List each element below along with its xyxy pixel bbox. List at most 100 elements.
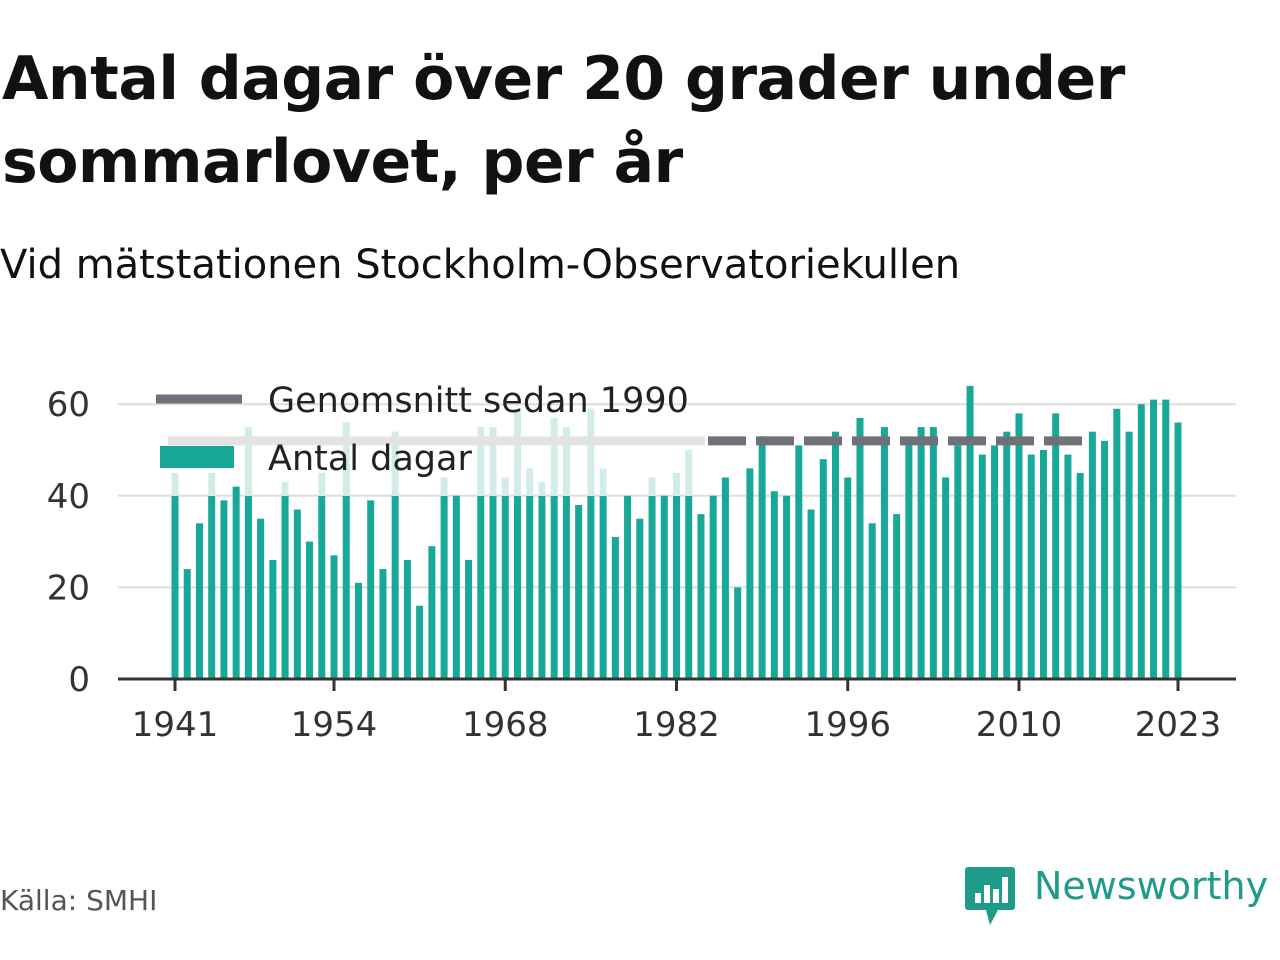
bar: [795, 445, 803, 679]
x-tick-label: 1982: [633, 705, 720, 745]
bar: [856, 417, 864, 679]
legend-bars-swatch: [160, 446, 234, 468]
y-tick-label: 20: [47, 568, 90, 608]
bar: [819, 459, 827, 679]
bar-faded-segment: [342, 422, 350, 496]
bar: [232, 486, 240, 679]
bar: [220, 500, 228, 679]
legend-average-label: Genomsnitt sedan 1990: [268, 381, 689, 421]
bar: [660, 495, 668, 679]
y-tick-label: 60: [47, 385, 90, 425]
bar: [758, 436, 766, 679]
bar: [403, 559, 411, 679]
bar: [880, 427, 888, 679]
bar: [1125, 431, 1133, 679]
bar: [416, 605, 424, 679]
bar: [391, 496, 399, 679]
bar-faded-segment: [489, 427, 497, 496]
x-tick-label: 2010: [976, 705, 1063, 745]
bar: [1162, 399, 1170, 679]
bar: [697, 514, 705, 679]
bar: [721, 477, 729, 679]
bar: [917, 427, 925, 679]
bar-faded-segment: [599, 468, 607, 496]
bar: [208, 496, 216, 679]
bar: [306, 541, 314, 679]
bar: [379, 569, 387, 679]
bar: [844, 477, 852, 679]
bar: [954, 445, 962, 679]
bar-faded-segment: [648, 477, 656, 496]
bar-chart: 0 20 40 60 1941 1954 1968 1982 1996 2010 2023 Gen…: [47, 381, 1236, 745]
bar: [293, 509, 301, 679]
chart-subtitle: Vid mätstationen Stockholm-Observatoriek…: [0, 242, 961, 288]
bar: [269, 559, 277, 679]
bar: [281, 496, 289, 679]
bar-faded-segment: [513, 408, 521, 496]
bar: [513, 496, 521, 679]
bar-faded-segment: [244, 427, 252, 496]
x-tick-label: 1941: [132, 705, 219, 745]
bar: [538, 496, 546, 679]
bar: [171, 496, 179, 679]
brand-logo: Newsworthy: [964, 860, 1280, 930]
bar: [428, 546, 436, 679]
y-tick-label: 40: [47, 477, 90, 517]
bars: [171, 385, 1182, 679]
bar-faded-segment: [440, 477, 448, 496]
bar: [550, 496, 558, 679]
bar: [489, 496, 497, 679]
bar: [783, 495, 791, 679]
bar: [244, 496, 252, 679]
x-axis-ticks: 1941 1954 1968 1982 1996 2010 2023: [132, 679, 1222, 745]
bar: [1150, 399, 1158, 679]
bar: [611, 537, 619, 679]
bar: [342, 496, 350, 679]
bar: [330, 555, 338, 679]
bar: [562, 496, 570, 679]
x-tick-label: 1954: [291, 705, 378, 745]
x-tick-label: 1996: [804, 705, 891, 745]
bar: [183, 569, 191, 679]
bar-faded-segment: [587, 408, 595, 496]
bar: [868, 523, 876, 679]
bar: [318, 496, 326, 679]
bar: [978, 454, 986, 679]
bar-faded-segment: [685, 450, 693, 496]
bar-faded-segment: [391, 431, 399, 496]
bar: [624, 495, 632, 679]
bar: [501, 496, 509, 679]
source-note: Källa: SMHI: [0, 884, 158, 917]
bar: [1064, 454, 1072, 679]
bar: [1027, 454, 1035, 679]
bar: [1174, 422, 1182, 679]
bar: [991, 445, 999, 679]
bar: [1113, 408, 1121, 679]
bar: [942, 477, 950, 679]
bar-faded-segment: [538, 482, 546, 496]
bar: [452, 495, 460, 679]
bar: [734, 587, 742, 679]
bar: [746, 468, 754, 679]
x-tick-label: 2023: [1135, 705, 1222, 745]
bar-faded-segment: [281, 482, 289, 496]
brand-name: Newsworthy: [1034, 864, 1269, 908]
bar-faded-segment: [171, 472, 179, 496]
bar-faded-segment: [208, 472, 216, 496]
bar-faded-segment: [477, 427, 485, 496]
bar: [1137, 404, 1145, 679]
bar: [1039, 450, 1047, 679]
bar: [465, 559, 473, 679]
bar: [673, 496, 680, 679]
bar: [599, 496, 607, 679]
bar: [354, 582, 362, 679]
bar-faded-segment: [526, 468, 534, 496]
bar: [1003, 431, 1011, 679]
bar-faded-segment: [562, 427, 570, 496]
bar: [195, 523, 203, 679]
x-tick-label: 1968: [462, 705, 549, 745]
bar: [1088, 431, 1096, 679]
bar: [367, 500, 375, 679]
bar: [440, 496, 448, 679]
bar: [1015, 413, 1023, 679]
